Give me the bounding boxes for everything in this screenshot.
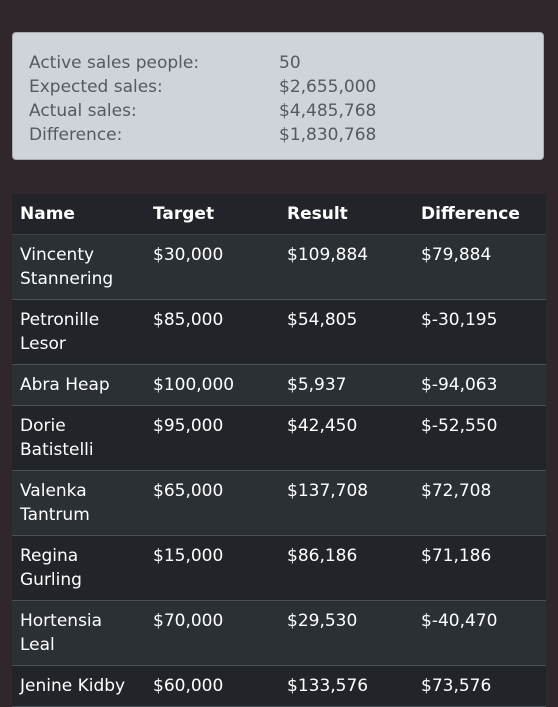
table-row: Vincenty Stannering $30,000 $109,884 $79… <box>12 234 546 300</box>
cell-name: Petronille Lesor <box>12 299 145 365</box>
table-row: Valenka Tantrum $65,000 $137,708 $72,708 <box>12 470 546 536</box>
summary-label-active: Active sales people: <box>29 53 200 73</box>
column-header-difference: Difference <box>413 194 546 235</box>
cell-difference: $73,576 <box>413 665 546 707</box>
cell-result: $5,937 <box>279 364 413 406</box>
cell-result: $42,450 <box>279 405 413 471</box>
cell-target: $30,000 <box>145 234 279 300</box>
cell-difference: $71,186 <box>413 535 546 601</box>
table-row: Hortensia Leal $70,000 $29,530 $-40,470 <box>12 600 546 666</box>
cell-name: Regina Gurling <box>12 535 145 601</box>
summary-row-difference: Difference: $1,830,768 <box>29 123 527 147</box>
summary-value-expected: $2,655,000 <box>279 77 377 97</box>
table-header-row: Name Target Result Difference <box>12 194 546 235</box>
cell-difference: $72,708 <box>413 470 546 536</box>
cell-target: $100,000 <box>145 364 279 406</box>
cell-difference: $-94,063 <box>413 364 546 406</box>
table-row: Jenine Kidby $60,000 $133,576 $73,576 <box>12 665 546 707</box>
sales-summary-panel: Active sales people: 50 Expected sales: … <box>12 32 544 160</box>
summary-row-expected: Expected sales: $2,655,000 <box>29 75 527 99</box>
column-header-target: Target <box>145 194 279 235</box>
cell-target: $65,000 <box>145 470 279 536</box>
cell-result: $54,805 <box>279 299 413 365</box>
cell-difference: $79,884 <box>413 234 546 300</box>
sales-table-container: Name Target Result Difference Vincenty S… <box>12 194 546 707</box>
table-row: Regina Gurling $15,000 $86,186 $71,186 <box>12 535 546 601</box>
cell-difference: $-52,550 <box>413 405 546 471</box>
cell-name: Dorie Batistelli <box>12 405 145 471</box>
cell-result: $133,576 <box>279 665 413 707</box>
sales-table: Name Target Result Difference Vincenty S… <box>12 194 546 707</box>
cell-name: Abra Heap <box>12 364 145 406</box>
cell-difference: $-30,195 <box>413 299 546 365</box>
summary-label-difference: Difference: <box>29 125 123 145</box>
cell-result: $137,708 <box>279 470 413 536</box>
cell-result: $86,186 <box>279 535 413 601</box>
column-header-name: Name <box>12 194 145 235</box>
table-header: Name Target Result Difference <box>12 194 546 235</box>
cell-target: $15,000 <box>145 535 279 601</box>
cell-name: Valenka Tantrum <box>12 470 145 536</box>
table-row: Petronille Lesor $85,000 $54,805 $-30,19… <box>12 299 546 365</box>
summary-value-difference: $1,830,768 <box>279 125 377 145</box>
column-header-result: Result <box>279 194 413 235</box>
table-body: Vincenty Stannering $30,000 $109,884 $79… <box>12 234 546 707</box>
summary-row-actual: Actual sales: $4,485,768 <box>29 99 527 123</box>
table-row: Dorie Batistelli $95,000 $42,450 $-52,55… <box>12 405 546 471</box>
cell-target: $70,000 <box>145 600 279 666</box>
cell-target: $60,000 <box>145 665 279 707</box>
summary-row-active: Active sales people: 50 <box>29 51 527 75</box>
cell-difference: $-40,470 <box>413 600 546 666</box>
cell-target: $95,000 <box>145 405 279 471</box>
cell-target: $85,000 <box>145 299 279 365</box>
cell-name: Jenine Kidby <box>12 665 145 707</box>
summary-value-actual: $4,485,768 <box>279 101 377 121</box>
table-row: Abra Heap $100,000 $5,937 $-94,063 <box>12 364 546 406</box>
summary-label-actual: Actual sales: <box>29 101 137 121</box>
cell-result: $109,884 <box>279 234 413 300</box>
cell-name: Hortensia Leal <box>12 600 145 666</box>
summary-label-expected: Expected sales: <box>29 77 163 97</box>
cell-name: Vincenty Stannering <box>12 234 145 300</box>
summary-value-active: 50 <box>279 53 301 73</box>
cell-result: $29,530 <box>279 600 413 666</box>
